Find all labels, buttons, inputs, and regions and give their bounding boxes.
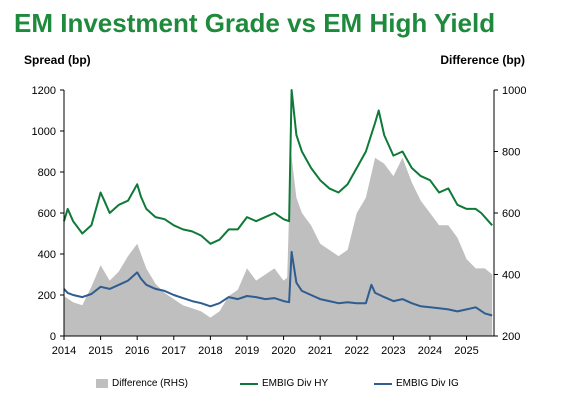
x-tick-label: 2025 [454, 345, 478, 357]
x-tick-label: 2020 [271, 345, 295, 357]
y-right-tick-label: 1000 [502, 85, 526, 97]
x-tick-label: 2024 [418, 345, 442, 357]
x-tick-label: 2022 [345, 345, 369, 357]
series-difference-area [64, 151, 493, 336]
legend-label-ig: EMBIG Div IG [396, 378, 459, 389]
y-left-tick-label: 0 [50, 331, 56, 343]
legend-label-hy: EMBIG Div HY [262, 378, 329, 389]
y-left-tick-label: 400 [38, 249, 56, 261]
legend-swatch-hy [240, 382, 258, 385]
y-left-tick-label: 600 [38, 208, 56, 220]
x-tick-label: 2023 [381, 345, 405, 357]
legend-swatch-difference [96, 379, 108, 388]
left-axis-title: Spread (bp) [24, 53, 91, 67]
y-left-tick-label: 1200 [32, 85, 56, 97]
x-tick-label: 2021 [308, 345, 332, 357]
y-right-tick-label: 200 [502, 331, 520, 343]
series-ig-line [63, 250, 493, 317]
legend-item-ig: EMBIG Div IG [374, 378, 459, 389]
y-right-tick-label: 800 [502, 147, 520, 159]
x-tick-label: 2018 [198, 345, 222, 357]
y-left-tick-label: 1000 [32, 126, 56, 138]
y-left-tick-label: 800 [38, 167, 56, 179]
series-hy-line [63, 89, 493, 245]
right-axis-title: Difference (bp) [440, 53, 525, 67]
y-right-tick-label: 600 [502, 208, 520, 220]
y-left-tick-label: 200 [38, 290, 56, 302]
x-tick-label: 2017 [162, 345, 186, 357]
x-tick-label: 2016 [125, 345, 149, 357]
legend-item-difference: Difference (RHS) [96, 378, 188, 389]
legend: Difference (RHS) EMBIG Div HY EMBIG Div … [0, 378, 561, 394]
x-tick-label: 2014 [52, 345, 76, 357]
x-tick-label: 2015 [88, 345, 112, 357]
legend-swatch-ig [374, 382, 392, 385]
x-tick-label: 2019 [235, 345, 259, 357]
chart-title: EM Investment Grade vs EM High Yield [14, 8, 496, 38]
legend-label-difference: Difference (RHS) [112, 378, 188, 389]
legend-item-hy: EMBIG Div HY [240, 378, 328, 389]
y-right-tick-label: 400 [502, 270, 520, 282]
